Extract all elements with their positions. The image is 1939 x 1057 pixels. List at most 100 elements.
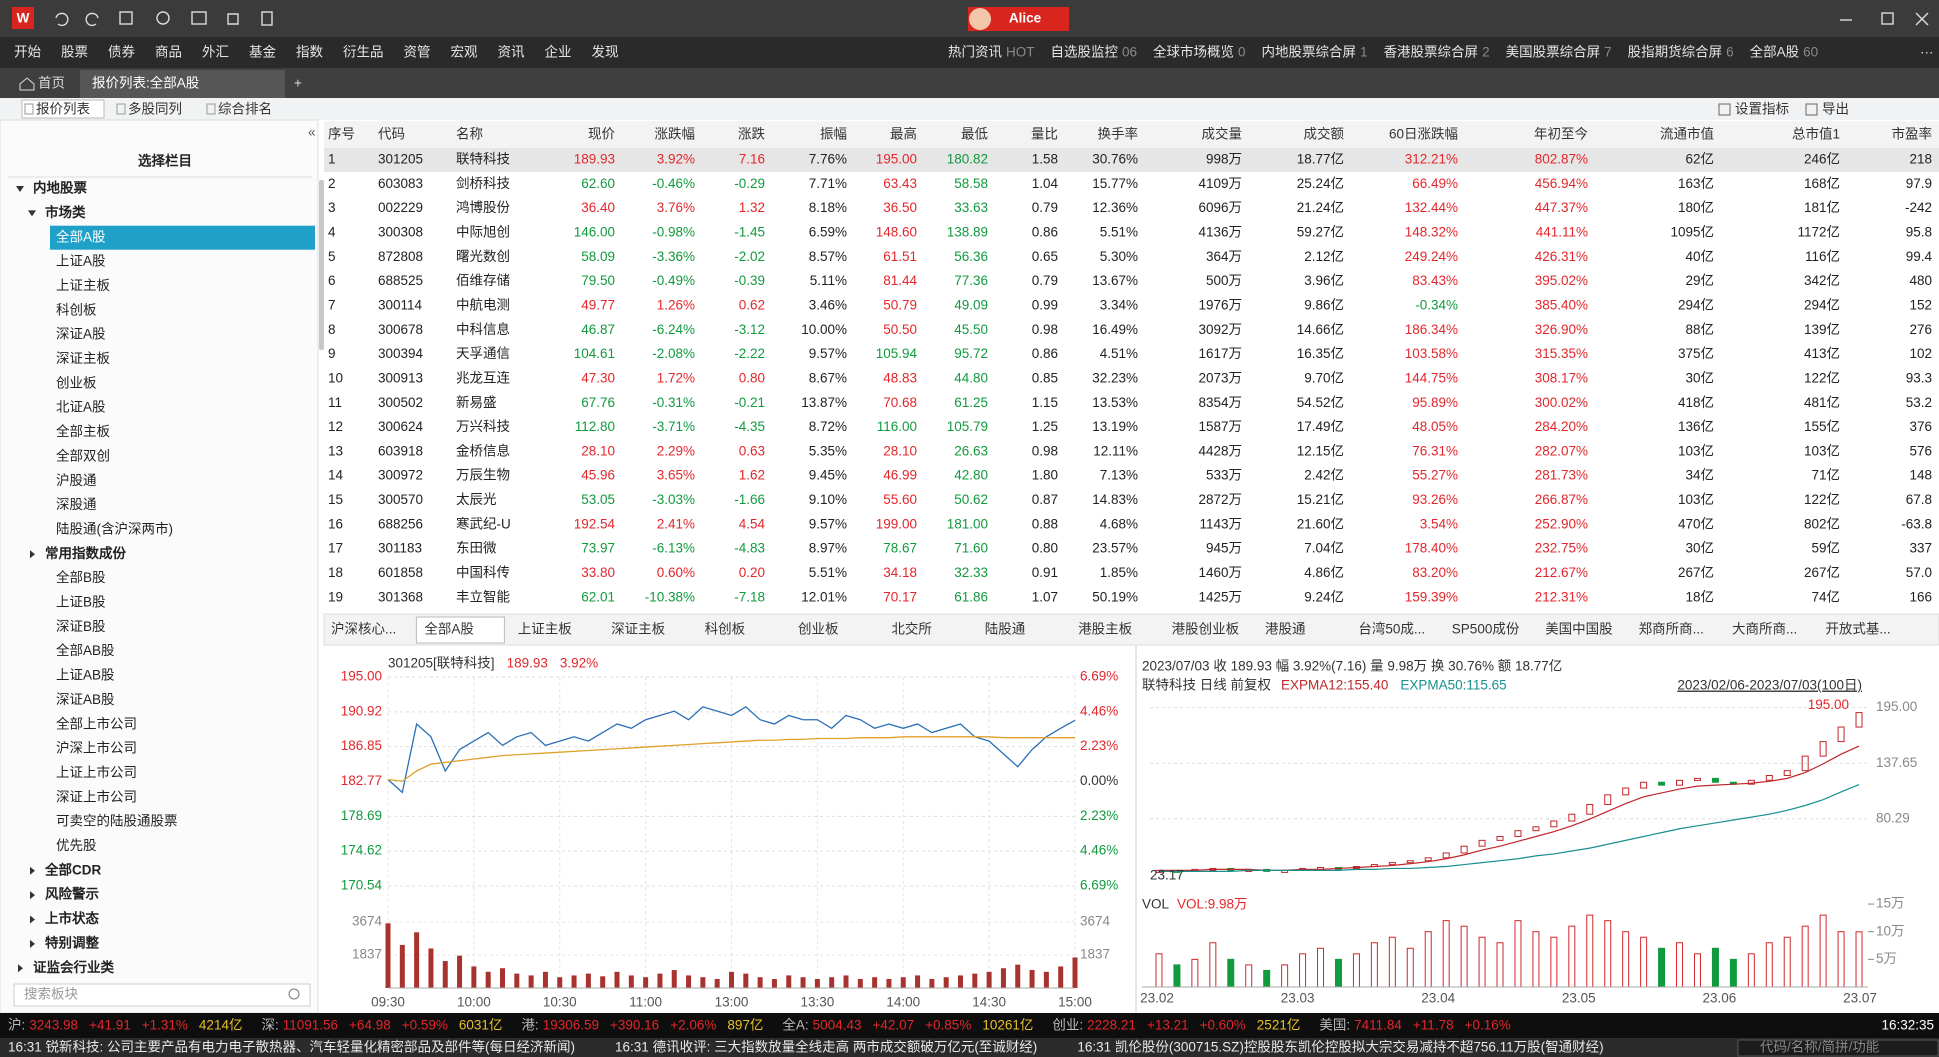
close[interactable] <box>1915 12 1929 26</box>
board-tab[interactable]: 大商所商... <box>1732 622 1797 637</box>
tree-item[interactable]: 沪深上市公司 <box>56 740 137 756</box>
tree-item[interactable]: 全部B股 <box>56 569 106 585</box>
menu-item[interactable]: 基金 <box>249 44 276 60</box>
column-header[interactable]: 成交量 <box>1202 126 1243 142</box>
table-cell[interactable]: 剑桥科技 <box>456 176 510 191</box>
board-tab[interactable]: 陆股通 <box>985 622 1026 637</box>
new-tab[interactable]: + <box>294 76 302 91</box>
table-cell[interactable]: 太辰光 <box>456 492 497 507</box>
board-tab[interactable]: 沪深核心... <box>331 622 396 637</box>
table-cell[interactable]: 丰立智能 <box>456 589 510 604</box>
board-tab[interactable]: 港股主板 <box>1078 622 1132 637</box>
bell-icon[interactable] <box>227 13 239 25</box>
tree-item[interactable]: 内地股票 <box>33 180 87 196</box>
column-header[interactable]: 量比 <box>1031 127 1058 142</box>
tree-item[interactable]: 上证B股 <box>56 595 106 610</box>
column-header[interactable]: 换手率 <box>1098 126 1139 142</box>
command-search[interactable] <box>1737 1039 1939 1057</box>
menu-shortcut[interactable]: 香港股票综合屏 <box>1384 45 1479 60</box>
tree-item[interactable]: 沪股通 <box>56 473 97 488</box>
column-header[interactable]: 成交额 <box>1304 126 1345 142</box>
collapse[interactable]: « <box>308 125 316 140</box>
tree-item[interactable]: 陆股通(含沪深两市) <box>56 520 173 536</box>
table-cell[interactable]: 联特科技 <box>456 152 510 167</box>
column-header[interactable]: 最低 <box>961 127 989 142</box>
tab[interactable]: 报价列表:全部A股 <box>92 75 200 91</box>
table-cell[interactable]: 万辰生物 <box>456 468 510 483</box>
menu-item[interactable]: 债券 <box>108 45 135 60</box>
tree-item[interactable]: 上证主板 <box>56 278 110 293</box>
board-tab[interactable]: 科创板 <box>705 622 746 637</box>
column-header[interactable]: 代码 <box>378 127 405 142</box>
toolbar-item[interactable]: 报价列表 <box>36 102 90 117</box>
table-cell[interactable]: 中国科传 <box>456 565 510 580</box>
tree-item[interactable]: 全部AB股 <box>56 642 115 658</box>
board-tab[interactable]: 郑商所商... <box>1639 622 1704 637</box>
tree-item[interactable]: 上证A股 <box>56 254 106 269</box>
news-item[interactable]: 16:31 德讯收评: 三大指数放量全线走高 两市成交额破万亿元(至诚财经) <box>615 1039 1037 1055</box>
column-header[interactable]: 涨跌幅 <box>655 127 696 142</box>
menu-item[interactable]: 发现 <box>592 45 619 60</box>
tree-item[interactable]: 可卖空的陆股通股票 <box>56 814 178 829</box>
board-tab[interactable]: 全部A股 <box>424 621 474 637</box>
scrollbar[interactable] <box>319 180 324 350</box>
tree-item[interactable]: 科创板 <box>56 302 97 317</box>
menu-shortcut[interactable]: 美国股票综合屏 <box>1506 45 1601 60</box>
table-cell[interactable]: 金桥信息 <box>456 442 510 458</box>
table-cell[interactable]: 鸿博股份 <box>456 199 510 215</box>
redo-icon[interactable] <box>85 12 99 27</box>
menu-item[interactable]: 衍生品 <box>343 45 384 60</box>
column-header[interactable]: 振幅 <box>820 127 847 142</box>
active-tab[interactable] <box>80 70 285 98</box>
tree-item[interactable]: 全部上市公司 <box>56 715 137 731</box>
table-cell[interactable]: 东田微 <box>456 541 497 556</box>
menu-item[interactable]: 开始 <box>14 45 41 60</box>
board-tab[interactable]: 港股创业板 <box>1172 622 1240 637</box>
tree-item[interactable]: 风险警示 <box>45 886 99 902</box>
table-cell[interactable]: 兆龙互连 <box>456 370 510 385</box>
table-cell[interactable]: 曙光数创 <box>456 249 510 264</box>
menu-shortcut[interactable]: 全部A股 <box>1750 44 1800 60</box>
board-tab[interactable]: 创业板 <box>798 622 839 637</box>
tree-item[interactable]: 优先股 <box>56 838 97 853</box>
board-tab[interactable]: 深证主板 <box>611 622 665 637</box>
tree-item[interactable]: 深证B股 <box>56 619 106 634</box>
tree-item[interactable]: 深证主板 <box>56 351 110 366</box>
news-item[interactable]: 16:31 锐新科技: 公司主要产品有电力电子散热器、汽车轻量化精密部品及部件等… <box>8 1039 575 1055</box>
tree-item[interactable]: 深证上市公司 <box>56 788 137 804</box>
kline-range[interactable]: 2023/02/06-2023/07/03(100日) <box>1677 678 1862 693</box>
tree-item[interactable]: 上证上市公司 <box>56 764 137 780</box>
user-name[interactable]: Alice <box>1009 11 1042 26</box>
table-cell[interactable]: 寒武纪-U <box>456 515 511 531</box>
menu-more[interactable]: ··· <box>1920 45 1934 60</box>
board-tab[interactable]: 上证主板 <box>518 622 572 637</box>
column-header[interactable]: 总市值1 <box>1792 126 1840 142</box>
board-tab[interactable]: 港股通 <box>1265 622 1306 637</box>
board-tab[interactable]: 台湾50成... <box>1358 621 1425 637</box>
tree-item[interactable]: 深证AB股 <box>56 692 115 707</box>
table-cell[interactable]: 中际旭创 <box>456 225 510 240</box>
tree-item[interactable]: 上证AB股 <box>56 668 115 683</box>
toolbar-action[interactable]: 设置指标 <box>1735 102 1789 117</box>
menu-shortcut[interactable]: 内地股票综合屏 <box>1262 45 1357 60</box>
column-header[interactable]: 最高 <box>890 126 917 142</box>
column-header[interactable]: 名称 <box>456 127 483 142</box>
board-tab[interactable]: 美国中国股 <box>1545 622 1613 637</box>
menu-item[interactable]: 资管 <box>404 45 431 60</box>
tab[interactable]: 首页 <box>38 76 65 91</box>
tree-item[interactable]: 全部A股 <box>56 228 106 244</box>
board-tab[interactable]: 开放式基... <box>1825 621 1890 637</box>
menu-shortcut[interactable]: 自选股监控 <box>1051 45 1119 60</box>
table-cell[interactable]: 中航电测 <box>456 297 510 312</box>
menu-item[interactable]: 商品 <box>155 45 182 60</box>
table-cell[interactable]: 新易盛 <box>456 395 497 410</box>
table-cell[interactable]: 天孚通信 <box>456 346 510 361</box>
menu-item[interactable]: 资讯 <box>498 45 526 60</box>
table-cell[interactable]: 佰维存储 <box>456 273 510 288</box>
news-item[interactable]: 16:31 凯伦股份(300715.SZ)控股股东凯伦控股拟大宗交易减持不超75… <box>1077 1039 1603 1055</box>
tree-item[interactable]: 上市状态 <box>45 910 99 926</box>
tree-item[interactable]: 深证A股 <box>56 327 106 342</box>
column-header[interactable]: 序号 <box>328 127 355 142</box>
board-tab[interactable]: 北交所 <box>891 621 932 637</box>
tree-item[interactable]: 深股通 <box>56 497 97 512</box>
